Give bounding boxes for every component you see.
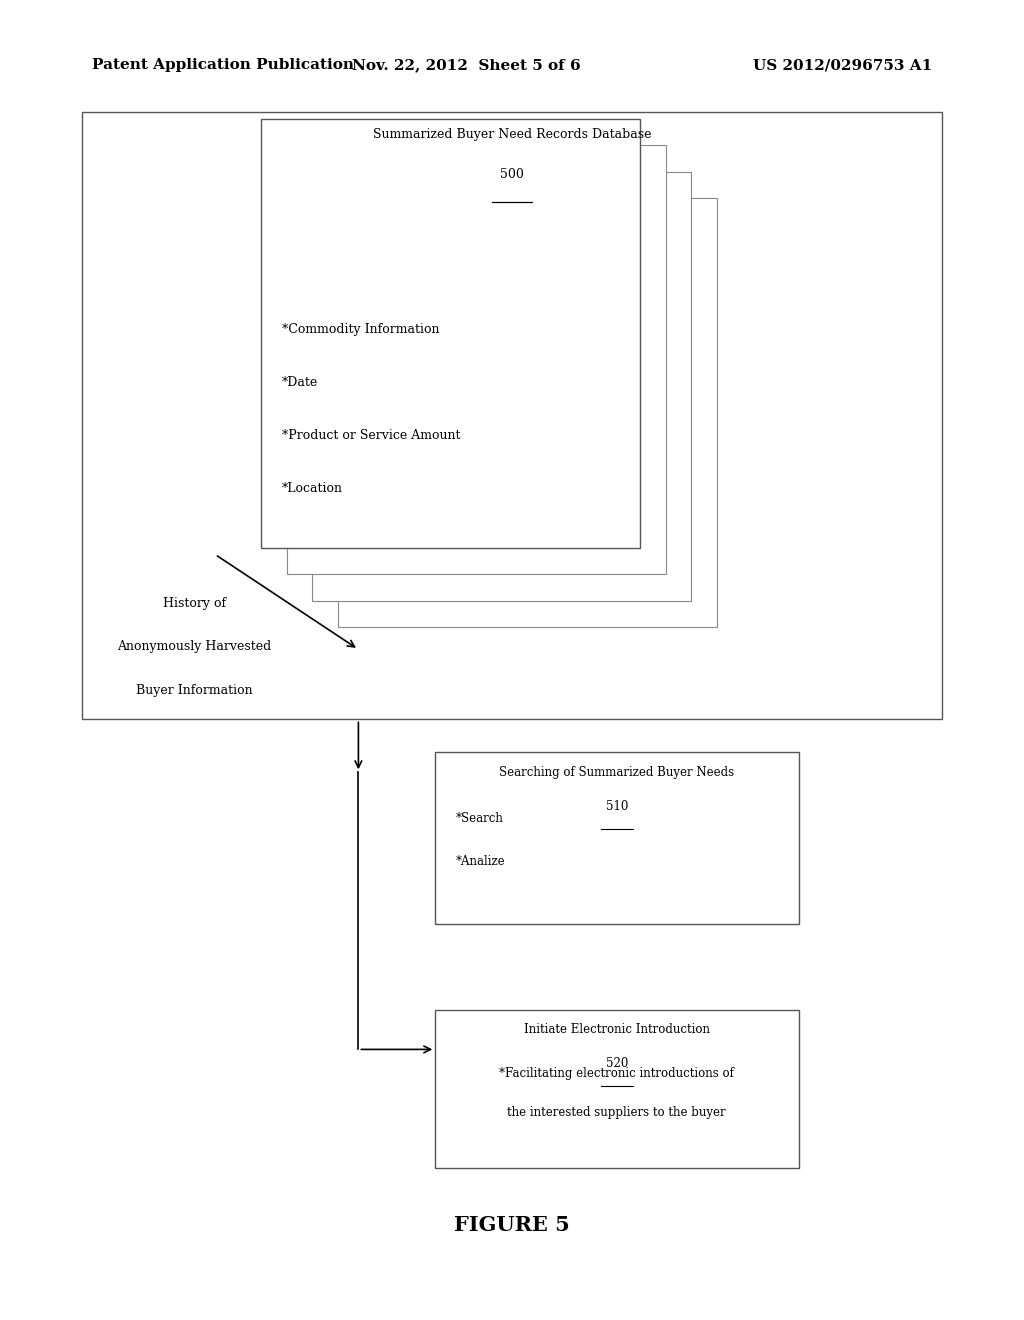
FancyBboxPatch shape: [312, 172, 691, 601]
Text: FIGURE 5: FIGURE 5: [454, 1214, 570, 1236]
Text: *Facilitating electronic introductions of: *Facilitating electronic introductions o…: [499, 1067, 734, 1080]
Text: *Location: *Location: [282, 482, 343, 495]
Text: *Search: *Search: [456, 812, 504, 825]
Text: *Product or Service Amount: *Product or Service Amount: [282, 429, 460, 442]
FancyBboxPatch shape: [338, 198, 717, 627]
Text: 500: 500: [500, 168, 524, 181]
FancyBboxPatch shape: [287, 145, 666, 574]
Text: 510: 510: [606, 800, 628, 813]
Text: Initiate Electronic Introduction: Initiate Electronic Introduction: [524, 1023, 710, 1036]
Text: Summarized Buyer Need Records Database: Summarized Buyer Need Records Database: [373, 128, 651, 141]
Text: *Commodity Information: *Commodity Information: [282, 323, 439, 337]
Text: 520: 520: [606, 1057, 628, 1071]
FancyBboxPatch shape: [82, 112, 942, 719]
Text: US 2012/0296753 A1: US 2012/0296753 A1: [753, 58, 932, 73]
Text: Searching of Summarized Buyer Needs: Searching of Summarized Buyer Needs: [500, 766, 734, 779]
Text: *Analize: *Analize: [456, 855, 505, 869]
FancyBboxPatch shape: [435, 1010, 799, 1168]
Text: the interested suppliers to the buyer: the interested suppliers to the buyer: [507, 1106, 726, 1119]
Text: Buyer Information: Buyer Information: [136, 684, 253, 697]
FancyBboxPatch shape: [261, 119, 640, 548]
Text: Patent Application Publication: Patent Application Publication: [92, 58, 354, 73]
Text: Anonymously Harvested: Anonymously Harvested: [118, 640, 271, 653]
Text: *Date: *Date: [282, 376, 317, 389]
Text: History of: History of: [163, 597, 226, 610]
FancyBboxPatch shape: [435, 752, 799, 924]
Text: Nov. 22, 2012  Sheet 5 of 6: Nov. 22, 2012 Sheet 5 of 6: [351, 58, 581, 73]
